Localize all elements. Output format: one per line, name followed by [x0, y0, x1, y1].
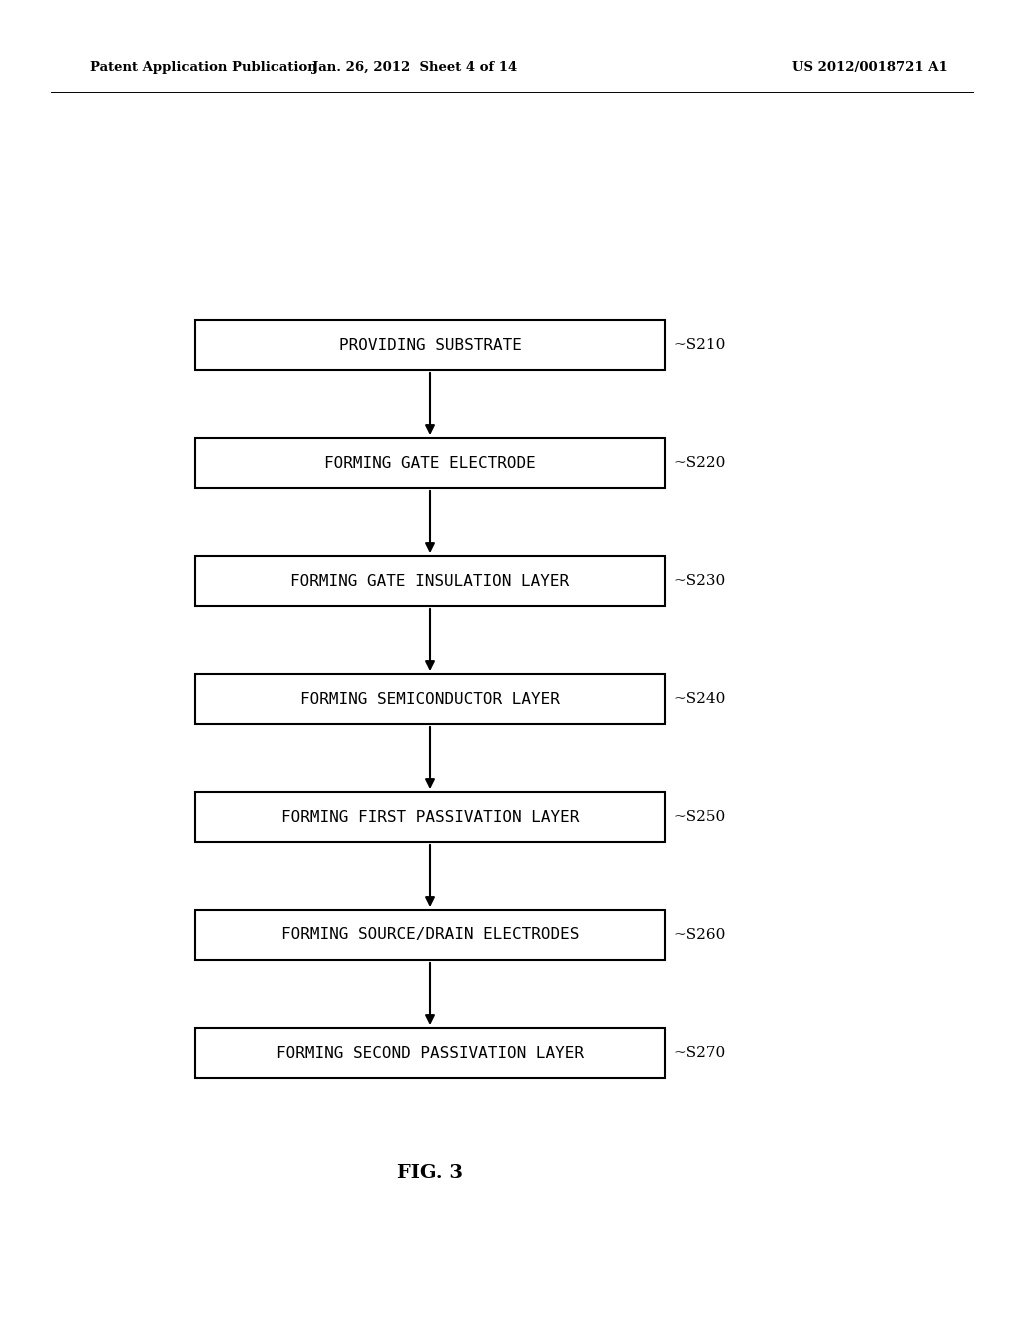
Text: Jan. 26, 2012  Sheet 4 of 14: Jan. 26, 2012 Sheet 4 of 14: [312, 62, 517, 74]
Bar: [195, 438, 665, 488]
Text: FORMING FIRST PASSIVATION LAYER: FORMING FIRST PASSIVATION LAYER: [281, 809, 580, 825]
Bar: [195, 319, 665, 370]
Bar: [195, 792, 665, 842]
Bar: [195, 556, 665, 606]
Text: PROVIDING SUBSTRATE: PROVIDING SUBSTRATE: [339, 338, 521, 352]
Text: ~S210: ~S210: [673, 338, 725, 352]
Text: ~S230: ~S230: [673, 574, 725, 587]
Bar: [195, 1028, 665, 1078]
Bar: [195, 675, 665, 723]
Text: ~S250: ~S250: [673, 810, 725, 824]
Text: ~S260: ~S260: [673, 928, 725, 942]
Text: ~S240: ~S240: [673, 692, 725, 706]
Text: FORMING SECOND PASSIVATION LAYER: FORMING SECOND PASSIVATION LAYER: [276, 1045, 584, 1060]
Text: FORMING SEMICONDUCTOR LAYER: FORMING SEMICONDUCTOR LAYER: [300, 692, 560, 706]
Text: ~S270: ~S270: [673, 1045, 725, 1060]
Text: FIG. 3: FIG. 3: [397, 1164, 463, 1181]
Text: FORMING SOURCE/DRAIN ELECTRODES: FORMING SOURCE/DRAIN ELECTRODES: [281, 928, 580, 942]
Text: FORMING GATE ELECTRODE: FORMING GATE ELECTRODE: [325, 455, 536, 470]
Bar: [195, 909, 665, 960]
Text: ~S220: ~S220: [673, 455, 725, 470]
Text: FORMING GATE INSULATION LAYER: FORMING GATE INSULATION LAYER: [291, 573, 569, 589]
Text: Patent Application Publication: Patent Application Publication: [90, 62, 316, 74]
Text: US 2012/0018721 A1: US 2012/0018721 A1: [793, 62, 948, 74]
